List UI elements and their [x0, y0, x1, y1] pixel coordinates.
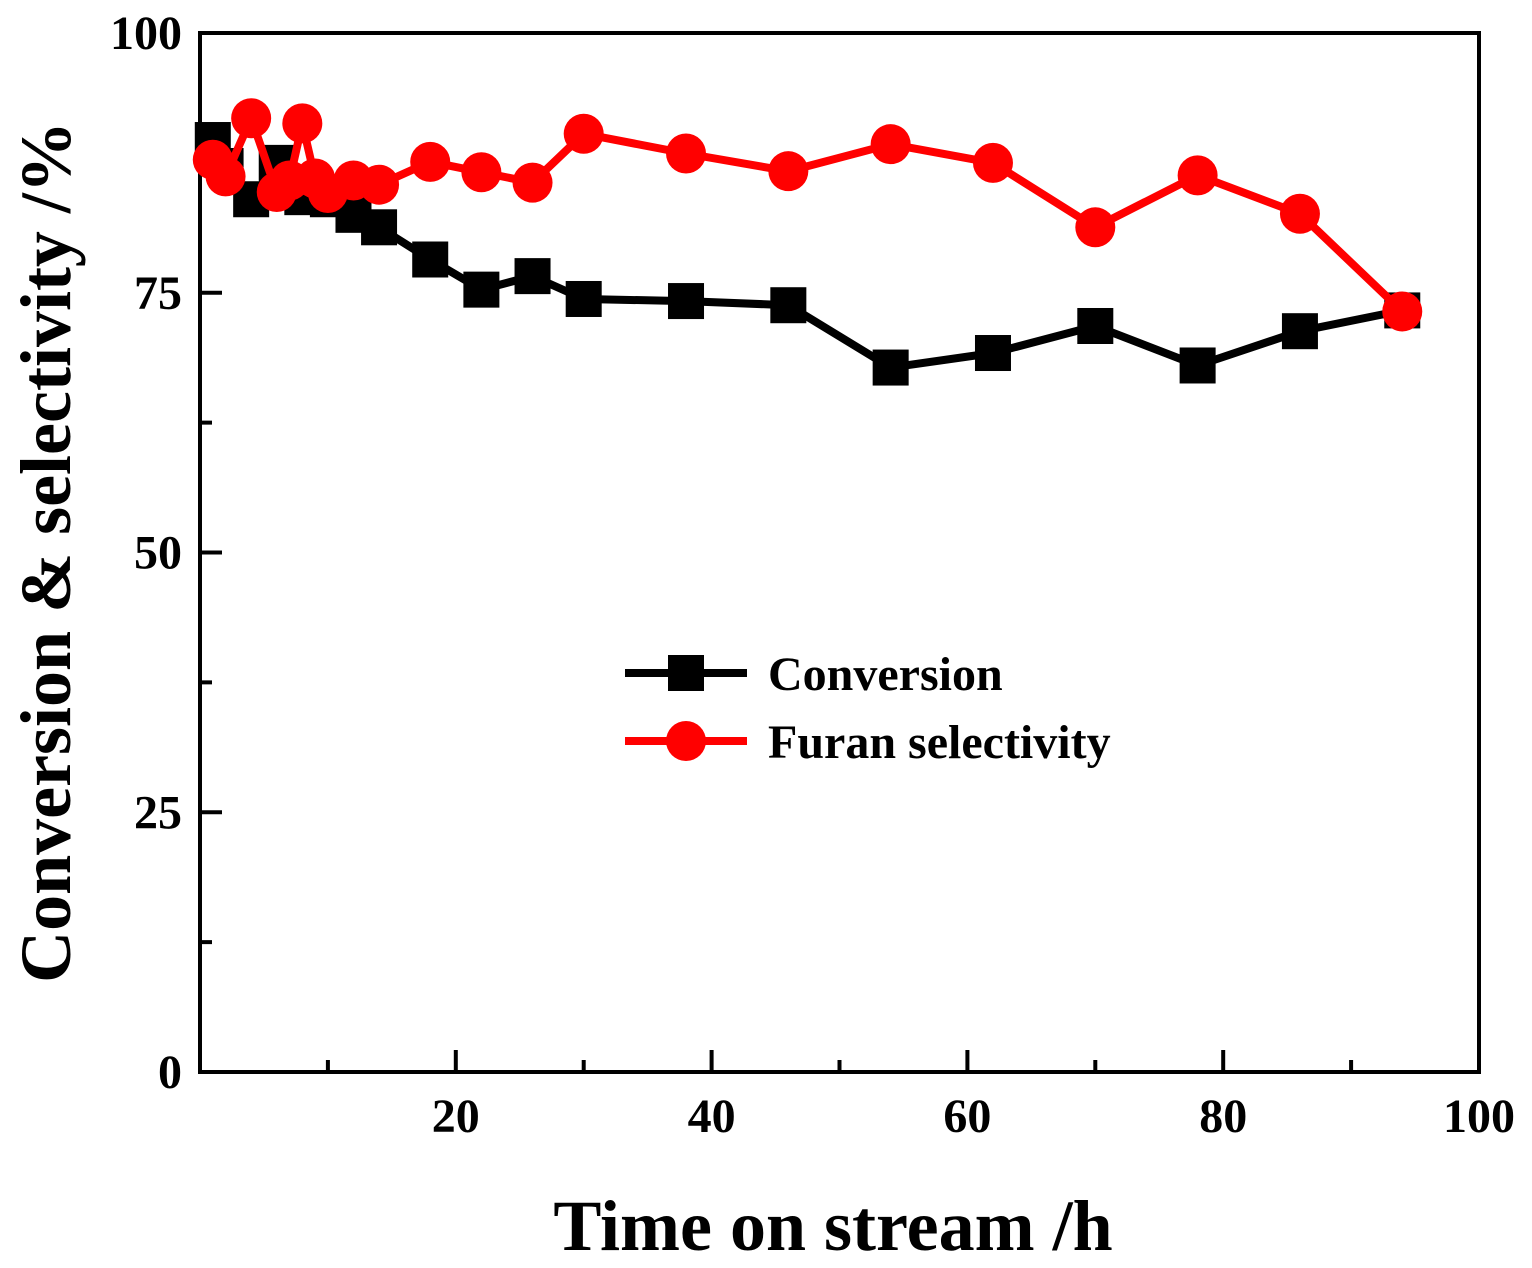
- legend-conversion-label: Conversion: [768, 648, 1003, 701]
- data-point: [1077, 307, 1114, 344]
- x-tick-label: 40: [688, 1090, 736, 1143]
- data-point: [563, 113, 604, 154]
- data-point: [668, 283, 705, 320]
- data-point: [412, 241, 449, 278]
- data-point: [770, 287, 807, 324]
- data-point: [359, 164, 400, 205]
- data-point: [282, 103, 323, 144]
- data-point: [872, 349, 909, 386]
- y-axis-title: Conversion & selectivity /%: [6, 121, 86, 983]
- legend-furan-label: Furan selectivity: [768, 716, 1111, 769]
- x-tick-label: 20: [432, 1090, 480, 1143]
- data-point: [1279, 193, 1320, 234]
- x-tick-label: 60: [943, 1090, 991, 1143]
- data-point: [1075, 207, 1116, 248]
- x-axis-title: Time on stream /h: [553, 1186, 1112, 1266]
- data-point: [461, 152, 502, 193]
- series-conversion: [194, 122, 1421, 386]
- data-point: [512, 162, 553, 203]
- data-point: [463, 271, 500, 308]
- y-tick-label: 25: [134, 786, 182, 839]
- data-point: [205, 156, 246, 197]
- x-tick-label: 80: [1199, 1090, 1247, 1143]
- data-point: [1177, 155, 1218, 196]
- y-tick-label: 100: [110, 7, 182, 60]
- data-point: [514, 258, 551, 295]
- y-tick-label: 75: [134, 267, 182, 320]
- data-point: [361, 209, 398, 246]
- axis-tick-labels: 20 40 60 80 100 0 25 50 75 100: [110, 7, 1515, 1143]
- data-point: [974, 335, 1011, 372]
- data-point: [565, 280, 602, 317]
- y-tick-label: 0: [158, 1046, 182, 1099]
- data-point: [870, 124, 911, 165]
- series-layer: [192, 98, 1423, 386]
- y-tick-label: 50: [134, 527, 182, 580]
- data-point: [231, 98, 272, 139]
- data-point: [1382, 291, 1423, 332]
- data-point: [768, 151, 809, 192]
- data-point: [410, 141, 451, 182]
- series-furan-selectivity: [192, 98, 1423, 332]
- legend: Conversion Furan selectivity: [625, 648, 1111, 769]
- legend-furan-marker: [666, 721, 706, 761]
- data-point: [1179, 347, 1216, 384]
- data-point: [972, 142, 1013, 183]
- data-point: [1281, 313, 1318, 350]
- data-point: [666, 133, 707, 174]
- legend-conversion-marker: [668, 655, 704, 691]
- x-tick-label: 100: [1443, 1090, 1515, 1143]
